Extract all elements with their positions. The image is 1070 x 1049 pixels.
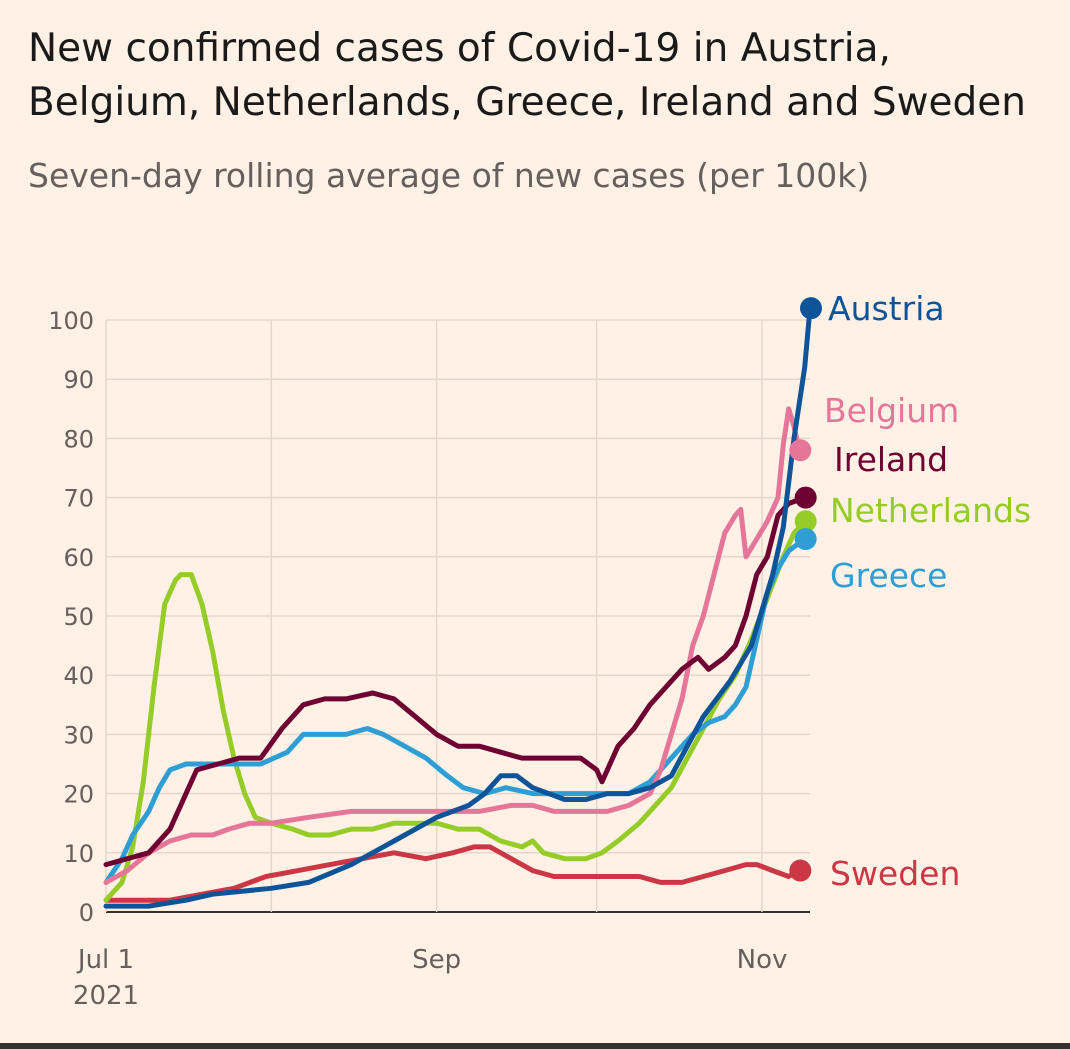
y-tick-label: 30 <box>63 721 94 749</box>
y-tick-label: 60 <box>63 544 94 572</box>
x-tick-label: Sep <box>412 945 461 975</box>
series-label-ireland: Ireland <box>834 440 948 479</box>
series-label-belgium: Belgium <box>824 391 959 430</box>
series-line-netherlands <box>103 518 808 903</box>
end-marker-sweden <box>789 859 812 882</box>
end-marker-greece <box>794 528 817 551</box>
y-axis-ticks: 0 10 20 30 40 50 60 70 80 90 100 <box>48 307 94 927</box>
series-label-greece: Greece <box>830 556 947 595</box>
x-tick-label: Nov <box>737 945 788 975</box>
end-marker-austria <box>800 297 822 320</box>
y-tick-label: 0 <box>79 899 94 927</box>
series-line-austria <box>103 305 813 909</box>
y-tick-label: 10 <box>63 840 94 868</box>
x-axis-ticks: Jul 1 2021 Sep Nov <box>73 945 787 1011</box>
y-tick-label: 90 <box>63 366 94 394</box>
series-label-netherlands: Netherlands <box>830 491 1031 530</box>
series-label-austria: Austria <box>828 289 945 328</box>
y-tick-label: 70 <box>63 485 94 513</box>
series-line-greece <box>103 536 808 885</box>
end-marker-ireland <box>794 486 817 509</box>
series-line-sweden <box>103 844 802 903</box>
chart-title: New confirmed cases of Covid-19 in Austr… <box>28 26 1026 125</box>
series-label-sweden: Sweden <box>830 854 960 893</box>
series-end-markers <box>789 297 822 882</box>
y-tick-label: 80 <box>63 425 94 453</box>
series-labels: Austria Belgium Ireland Netherlands Greece Sw… <box>824 289 1031 893</box>
y-tick-label: 40 <box>63 662 94 690</box>
series-line-ireland <box>103 495 808 868</box>
end-marker-netherlands <box>794 510 817 533</box>
chart-subtitle: Seven-day rolling average of new cases (… <box>28 156 870 195</box>
end-marker-belgium <box>789 439 812 462</box>
series-line-belgium <box>103 406 802 885</box>
y-tick-label: 100 <box>48 307 94 335</box>
y-tick-label: 50 <box>63 603 94 631</box>
bottom-rule <box>0 1043 1070 1049</box>
y-tick-label: 20 <box>63 781 94 809</box>
series-lines <box>103 305 813 909</box>
x-tick-sublabel: 2021 <box>73 981 139 1011</box>
x-tick-label: Jul 1 <box>76 945 134 975</box>
